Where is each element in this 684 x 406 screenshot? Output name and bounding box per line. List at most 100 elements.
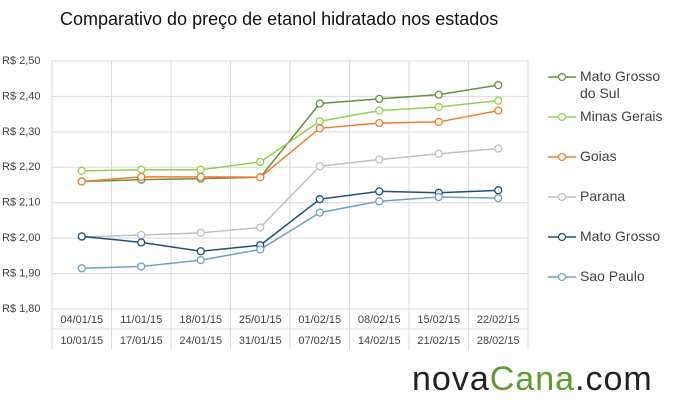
data-point bbox=[315, 117, 324, 126]
legend-item: Mato Grosso do Sul bbox=[548, 68, 668, 108]
legend-item: Minas Gerais bbox=[548, 108, 668, 148]
data-point bbox=[434, 90, 443, 99]
x-tick-label: 21/02/15 bbox=[417, 335, 460, 347]
y-tick-label: R$ 2,00 bbox=[2, 232, 41, 244]
data-point bbox=[77, 177, 86, 186]
data-point bbox=[77, 232, 86, 241]
data-point bbox=[315, 124, 324, 133]
x-tick-label: 15/02/15 bbox=[417, 314, 460, 326]
data-point bbox=[196, 247, 205, 256]
data-point bbox=[494, 144, 503, 153]
x-tick-label: 07/02/15 bbox=[298, 335, 341, 347]
data-point bbox=[256, 223, 265, 232]
data-point bbox=[137, 262, 146, 271]
y-tick-label: R$ 1,80 bbox=[2, 303, 41, 315]
legend-marker bbox=[557, 72, 567, 82]
data-point bbox=[434, 117, 443, 127]
data-point bbox=[315, 195, 324, 204]
data-point bbox=[315, 162, 324, 171]
legend-marker bbox=[557, 232, 567, 242]
x-tick-label: 01/02/15 bbox=[298, 314, 341, 326]
data-point bbox=[434, 149, 443, 158]
y-tick-label: R$ 2,30 bbox=[2, 126, 41, 138]
series-line bbox=[81, 196, 499, 270]
data-point bbox=[256, 245, 265, 254]
data-point bbox=[137, 238, 146, 247]
legend-label: Parana bbox=[580, 188, 626, 204]
y-tick-label: R$ 2,20 bbox=[2, 161, 41, 173]
legend-label: Minas Gerais bbox=[580, 108, 663, 124]
legend-label: Sao Paulo bbox=[580, 268, 645, 284]
legend-swatch bbox=[548, 232, 576, 242]
chart-title: Comparativo do preço de etanol hidratado… bbox=[60, 9, 498, 29]
logo: novaCana.com bbox=[412, 360, 653, 399]
x-tick-label: 10/01/15 bbox=[60, 335, 103, 347]
series-line bbox=[81, 109, 499, 183]
legend-item: Sao Paulo bbox=[548, 268, 668, 308]
legend-label: Mato Grosso do Sul bbox=[580, 68, 661, 101]
legend-item: Mato Grosso bbox=[548, 228, 668, 268]
x-tick-label: 31/01/15 bbox=[239, 335, 282, 347]
data-point bbox=[375, 155, 384, 164]
data-point bbox=[375, 94, 384, 104]
data-point bbox=[375, 197, 384, 206]
y-tick-label: R$ 2,10 bbox=[2, 197, 41, 209]
legend-item: Goias bbox=[548, 148, 668, 188]
x-tick-label: 25/01/15 bbox=[239, 314, 282, 326]
data-point bbox=[77, 264, 86, 273]
logo-part: nova bbox=[412, 360, 490, 398]
data-point bbox=[77, 166, 86, 175]
logo-part: Cana bbox=[489, 360, 576, 398]
legend-marker bbox=[557, 112, 567, 122]
series-line bbox=[81, 189, 499, 253]
data-point bbox=[494, 80, 503, 90]
y-tick-label: R$ 2,40 bbox=[2, 90, 41, 102]
data-point bbox=[315, 99, 324, 108]
x-tick-label: 11/01/15 bbox=[120, 314, 162, 326]
data-point bbox=[196, 172, 205, 182]
legend-marker bbox=[557, 192, 567, 202]
legend-label: Mato Grosso bbox=[580, 228, 661, 244]
legend-item: Parana bbox=[548, 188, 668, 228]
data-point bbox=[494, 193, 503, 203]
x-tick-label: 17/01/15 bbox=[120, 335, 163, 347]
data-point bbox=[137, 230, 146, 240]
data-point bbox=[137, 165, 146, 174]
x-tick-label: 18/01/15 bbox=[179, 314, 222, 326]
data-point bbox=[494, 96, 503, 105]
data-point bbox=[256, 173, 265, 182]
series-line bbox=[81, 147, 499, 238]
legend-label: Goias bbox=[580, 148, 617, 164]
data-point bbox=[375, 187, 384, 196]
data-point bbox=[196, 165, 205, 174]
x-tick-label: 14/02/15 bbox=[358, 335, 401, 347]
data-point bbox=[434, 102, 443, 112]
data-point bbox=[196, 255, 205, 265]
x-tick-label: 08/02/15 bbox=[358, 314, 401, 326]
legend-marker bbox=[557, 152, 567, 162]
legend-marker bbox=[557, 272, 567, 282]
data-point bbox=[315, 208, 324, 217]
legend-swatch bbox=[548, 192, 576, 202]
data-point bbox=[196, 228, 205, 237]
legend-swatch bbox=[548, 72, 576, 82]
series-line bbox=[81, 99, 499, 172]
series-line bbox=[81, 84, 499, 183]
data-point bbox=[494, 106, 503, 115]
x-tick-label: 24/01/15 bbox=[179, 335, 222, 347]
data-point bbox=[256, 157, 265, 167]
legend-swatch bbox=[548, 152, 576, 162]
data-point bbox=[137, 172, 146, 182]
data-point bbox=[375, 118, 384, 128]
legend-swatch bbox=[548, 112, 576, 122]
x-tick-label: 22/02/15 bbox=[477, 314, 520, 326]
x-tick-label: 04/01/15 bbox=[60, 314, 103, 326]
legend-swatch bbox=[548, 272, 576, 282]
x-tick-label: 28/02/15 bbox=[477, 335, 520, 347]
data-point bbox=[494, 186, 503, 195]
legend: Mato Grosso do Sul Minas Gerais Goias Paran… bbox=[548, 68, 668, 308]
y-tick-label: R$ 1,90 bbox=[2, 267, 41, 279]
y-tick-label: R$ 2,50 bbox=[2, 55, 41, 67]
